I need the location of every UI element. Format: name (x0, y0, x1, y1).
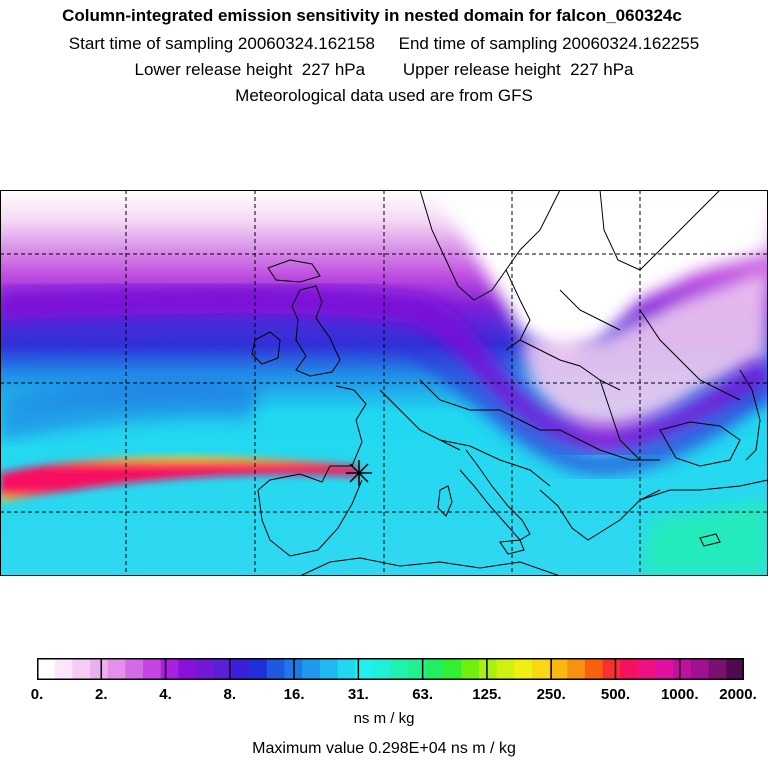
colorbar-swatch (72, 658, 91, 680)
colorbar-tick-label: 1000. (660, 686, 699, 703)
colorbar (37, 658, 744, 680)
colorbar-swatch (425, 658, 445, 680)
colorbar-tick-label: 2. (95, 686, 108, 703)
release-point-marker (346, 460, 372, 486)
clear-region (430, 190, 768, 360)
colorbar-swatch (54, 658, 73, 680)
colorbar-swatch (620, 658, 639, 680)
colorbar-swatch (319, 658, 338, 680)
emission-sensitivity-map (0, 190, 768, 576)
release-heights: Lower release height 227 hPa Upper relea… (134, 60, 634, 79)
colorbar-swatch (107, 658, 126, 680)
colorbar-tick-label: 63. (412, 686, 434, 703)
colorbar-swatch (231, 658, 250, 680)
colorbar-swatch (90, 658, 109, 680)
colorbar-tick-label: 2000. (719, 686, 757, 703)
plot-title: Column-integrated emission sensitivity i… (62, 6, 682, 25)
colorbar-swatch (355, 658, 374, 680)
colorbar-swatch (266, 658, 285, 680)
colorbar-swatch (390, 658, 409, 680)
colorbar-swatch (549, 658, 568, 680)
colorbar-units: ns m / kg (353, 710, 415, 727)
colorbar-swatch (655, 658, 674, 680)
colorbar-swatch (372, 658, 391, 680)
colorbar-tick-label: 31. (347, 686, 369, 703)
colorbar-swatch (143, 658, 162, 680)
purple-band (0, 283, 768, 456)
colorbar-swatch (408, 658, 427, 680)
colorbar-swatch (514, 658, 533, 680)
colorbar-tick-label: 125. (472, 686, 502, 703)
colorbar-swatch (567, 658, 586, 680)
coastlines (251, 190, 768, 576)
colorbar-tick-label: 500. (600, 686, 631, 703)
colorbar-border (37, 658, 744, 680)
colorbar-swatch (726, 658, 744, 680)
sampling-times: Start time of sampling 20060324.162158 E… (68, 34, 700, 53)
colorbar-swatch (496, 658, 515, 680)
colorbar-swatch (249, 658, 268, 680)
met-data-source: Meteorological data used are from GFS (235, 86, 533, 105)
colorbar-swatch (531, 658, 551, 680)
colorbar-tick-label: 8. (223, 686, 237, 703)
colorbar-swatch (602, 658, 621, 680)
colorbar-swatch (461, 658, 480, 680)
colorbar-swatch (302, 658, 321, 680)
colorbar-swatch (673, 658, 692, 680)
colorbar-tick-label: 0. (30, 686, 44, 703)
colorbar-swatch (584, 658, 604, 680)
colorbar-swatch (337, 658, 356, 680)
colorbar-swatch (196, 658, 215, 680)
colorbar-swatch (160, 658, 179, 680)
colorbar-swatch (690, 658, 710, 680)
colorbar-swatch (37, 658, 56, 680)
colorbar-swatch (443, 658, 462, 680)
colorbar-swatch (478, 658, 498, 680)
colorbar-tick-label: 4. (159, 686, 172, 703)
colorbar-tick-label: 16. (283, 686, 305, 703)
grid-lines (0, 190, 768, 576)
colorbar-swatch (637, 658, 657, 680)
colorbar-tick-label: 250. (536, 686, 566, 703)
release-plume (0, 456, 358, 502)
maximum-value: Maximum value 0.298E+04 ns m / kg (252, 740, 516, 757)
colorbar-swatch (125, 658, 144, 680)
colorbar-swatch (213, 658, 232, 680)
colorbar-swatch (708, 658, 727, 680)
colorbar-swatch (178, 658, 197, 680)
